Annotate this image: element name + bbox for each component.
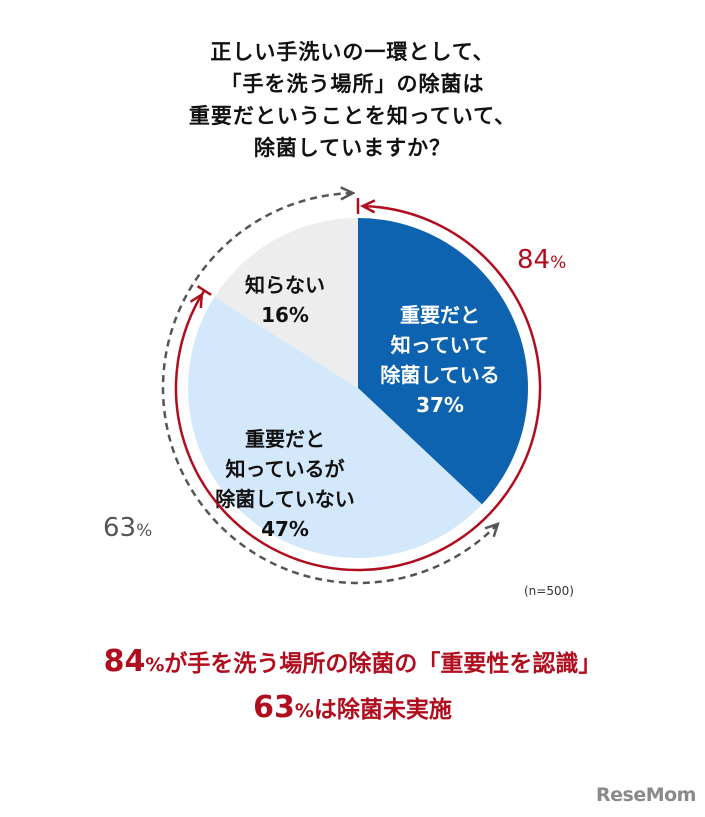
summary-1-unit: % <box>145 654 165 676</box>
annotation-63-label: 63% <box>103 513 152 543</box>
summary-2-value: 63 <box>253 690 295 725</box>
title-line-1: 正しい手洗いの一環として、 <box>210 40 495 64</box>
title-line-4: 除菌していますか？ <box>253 136 452 160</box>
slice-3-label-1: 知らない <box>245 273 325 297</box>
slice-3-label-2: 16% <box>261 303 309 327</box>
bracket-84-tick-end <box>196 285 212 296</box>
slice-1-label-3: 除菌している <box>380 363 499 387</box>
summary-2-unit: % <box>294 700 314 722</box>
slice-2-label-1: 重要だと <box>245 427 325 451</box>
bracket-84-arrow-start <box>359 199 376 214</box>
bracket-84-arrow-end <box>189 292 204 309</box>
slice-2-label-3: 除菌していない <box>215 487 354 511</box>
summary-2-text: は除菌未実施 <box>313 697 452 723</box>
resemom-logo: ReseMom <box>596 784 696 806</box>
summary-line-2: 63%は除菌未実施 <box>0 690 705 725</box>
title-line-3: 重要だということを知っていて、 <box>188 104 517 128</box>
annotation-84-label: 84% <box>517 245 566 275</box>
pie-slice-1 <box>358 218 528 505</box>
bracket-63-arrow-start <box>484 521 500 538</box>
chart-title: 正しい手洗いの一環として、 「手を洗う場所」の除菌は 重要だということを知ってい… <box>0 36 705 164</box>
slice-1-label-4: 37% <box>416 393 464 417</box>
pie-slice-3 <box>214 218 358 388</box>
slice-2-label-4: 47% <box>261 517 309 541</box>
slice-1-label-1: 重要だと <box>400 303 480 327</box>
pie-slice-2 <box>188 296 482 558</box>
bracket-63-arrow-end <box>340 186 356 201</box>
slice-2-label-2: 知っているが <box>226 457 345 481</box>
pie-chart: 重要だと知っていて除菌している37%重要だと知っているが除菌していない47%知ら… <box>103 186 566 585</box>
summary-line-1: 84%が手を洗う場所の除菌の「重要性を認識」 <box>0 644 705 679</box>
summary-1-text: が手を洗う場所の除菌の「重要性を認識」 <box>164 651 602 677</box>
bracket-84-arc <box>174 204 542 572</box>
sample-size-note: (n=500) <box>524 584 574 598</box>
title-line-2: 「手を洗う場所」の除菌は <box>220 72 485 96</box>
slice-1-label-2: 知っていて <box>391 333 489 357</box>
summary-1-value: 84 <box>103 644 146 679</box>
